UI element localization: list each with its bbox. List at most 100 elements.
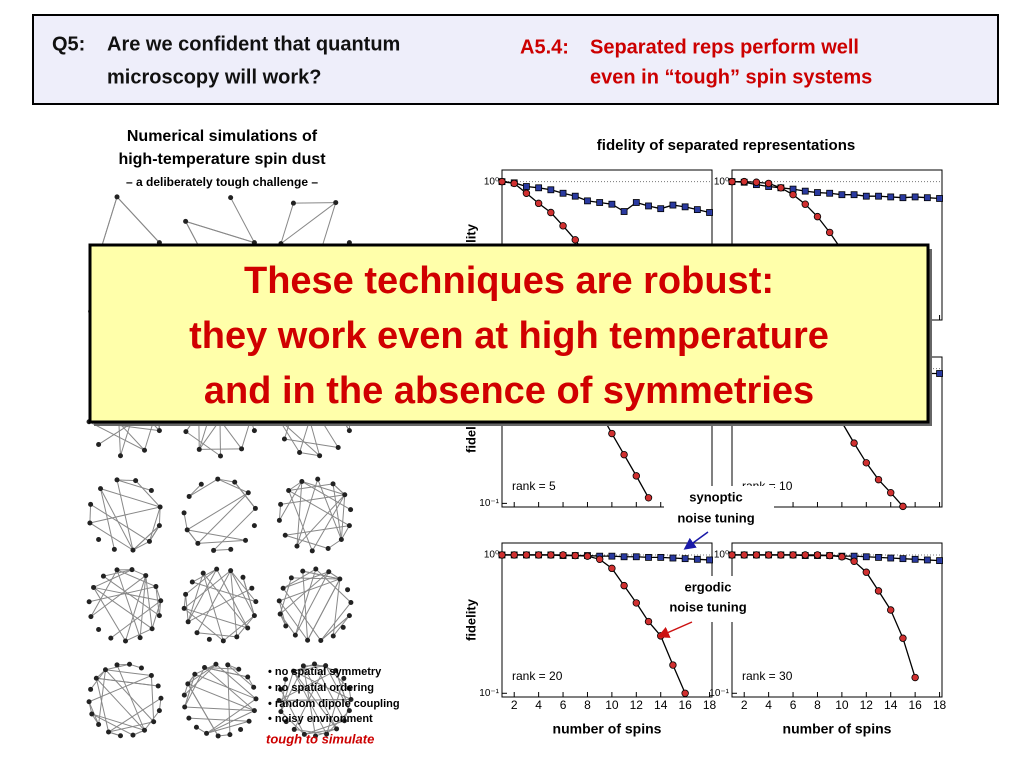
spin-edge <box>186 529 199 544</box>
spin-edge <box>186 492 249 531</box>
spin-edge <box>88 421 145 451</box>
spin-edge <box>95 678 110 733</box>
point <box>632 199 640 206</box>
point <box>534 551 543 559</box>
spin-edge <box>116 479 152 492</box>
spin-edge <box>110 600 162 639</box>
spin <box>186 715 192 721</box>
point <box>801 551 809 559</box>
spin <box>129 567 135 573</box>
spin-edge <box>278 698 352 702</box>
spin <box>202 664 208 670</box>
q-label: Q5: <box>52 33 85 55</box>
panel-label: rank = 30 <box>742 669 793 683</box>
spin-edge <box>149 525 160 542</box>
point <box>923 194 931 202</box>
spin <box>158 598 164 604</box>
spin <box>114 662 120 668</box>
spin <box>102 667 108 673</box>
x-tick-label: 16 <box>908 698 922 712</box>
series-line <box>502 554 686 694</box>
spin-edge <box>192 568 217 583</box>
spin-edge <box>279 577 292 615</box>
question: Are we confident that quantum <box>107 33 400 55</box>
spin <box>111 546 117 552</box>
spin-edge <box>327 539 342 549</box>
spin-edge <box>88 675 152 703</box>
spin-edge <box>280 679 287 712</box>
spin <box>96 536 102 542</box>
spin <box>325 546 331 552</box>
spin <box>181 692 187 698</box>
point <box>874 475 883 484</box>
spin <box>211 547 217 553</box>
point <box>583 552 592 560</box>
x-tick-label: 18 <box>933 698 947 712</box>
spin <box>89 711 95 717</box>
spin-edge <box>213 548 231 551</box>
spin-edge <box>288 490 313 552</box>
spin <box>239 446 245 452</box>
spin-edge <box>213 508 256 551</box>
spin <box>305 637 311 643</box>
spin-edge <box>280 665 304 712</box>
spin <box>86 699 92 705</box>
spin-edge <box>90 569 118 617</box>
spin <box>294 543 300 549</box>
spin-edge <box>302 570 340 580</box>
point <box>875 192 882 200</box>
point <box>693 206 701 214</box>
spin <box>281 436 287 442</box>
spin <box>185 681 191 687</box>
spin <box>346 613 352 619</box>
spin-edge <box>326 710 350 735</box>
callout-line: they work even at high temperature <box>189 315 829 357</box>
spin <box>137 635 143 641</box>
point <box>620 581 628 590</box>
x-tick-label: 4 <box>535 698 542 712</box>
spin <box>213 661 219 667</box>
spin <box>183 591 189 597</box>
spin-edge <box>187 529 246 541</box>
spin <box>309 548 315 554</box>
x-axis-label: number of spins <box>783 721 892 737</box>
panel-frame <box>731 542 943 698</box>
spin <box>246 718 252 724</box>
point <box>838 553 846 561</box>
spin <box>143 573 149 579</box>
point <box>825 228 834 237</box>
spin <box>93 675 99 681</box>
point <box>850 439 858 447</box>
x-tick-label: 2 <box>741 698 748 712</box>
spin <box>96 626 102 632</box>
point <box>899 555 907 563</box>
point <box>764 179 773 188</box>
spin <box>330 481 336 487</box>
spin-edge <box>184 674 196 708</box>
spin <box>286 487 292 493</box>
spin-edge <box>108 697 162 733</box>
spin-edge <box>292 670 328 735</box>
point <box>571 551 579 560</box>
spin <box>183 429 189 435</box>
spin <box>218 453 224 459</box>
spin <box>156 523 162 529</box>
spin-edge <box>320 602 352 641</box>
point <box>862 192 870 200</box>
spin-edge <box>206 698 257 734</box>
spin-edge <box>282 568 317 589</box>
spin-edge <box>184 607 248 629</box>
point <box>608 200 616 208</box>
point <box>608 552 616 560</box>
spin <box>348 696 354 702</box>
spin <box>214 566 220 572</box>
x-tick-label: 14 <box>884 698 898 712</box>
spin-edge <box>302 571 309 641</box>
spin <box>130 547 136 553</box>
spin <box>91 584 97 590</box>
point <box>936 557 943 565</box>
spin-edge <box>93 569 133 588</box>
spin-edge <box>116 196 160 243</box>
spin-edge <box>90 575 147 618</box>
spin <box>86 599 92 605</box>
